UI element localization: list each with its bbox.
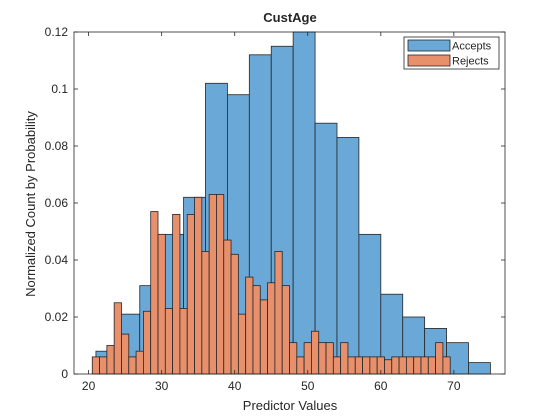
rejects-bar (354, 356, 363, 375)
x-axis-label: Predictor Values (243, 398, 338, 413)
rejects-bar (91, 356, 100, 375)
rejects-bar (281, 285, 290, 375)
tick-labels: 20 30 40 50 60 70 0 0.02 0.04 0.06 0.08 0.1 0.12 (45, 25, 461, 393)
rejects-bar (332, 356, 342, 375)
y-tick-label: 0.08 (45, 139, 69, 153)
legend-swatch-rejects (407, 54, 451, 67)
rejects-bar (435, 342, 444, 375)
rejects-bar (405, 356, 415, 375)
y-tick-label: 0.06 (45, 196, 69, 210)
rejects-bar (186, 213, 195, 375)
y-tick-label: 0.1 (51, 82, 68, 96)
rejects-bar (135, 350, 144, 375)
rejects-bar (216, 194, 225, 375)
rejects-bar (347, 356, 356, 375)
rejects-bar (289, 342, 298, 375)
rejects-bar (179, 308, 188, 375)
rejects-bar (267, 282, 276, 375)
rejects-bar (223, 239, 232, 375)
rejects-bar (194, 196, 203, 375)
rejects-bar (427, 356, 437, 375)
x-tick-label: 20 (82, 379, 96, 393)
rejects-bar (113, 302, 122, 375)
rejects-bar (201, 251, 210, 375)
rejects-bar (340, 342, 349, 375)
rejects-bar (252, 285, 261, 375)
x-tick-label: 50 (301, 379, 315, 393)
rejects-bar (128, 356, 137, 375)
rejects-bar (391, 356, 400, 375)
rejects-bar (303, 342, 312, 375)
accepts-bar (292, 31, 316, 375)
y-axis-label: Normalized Count by Probability (23, 111, 38, 297)
rejects-bar (420, 356, 429, 375)
chart-title: CustAge (263, 10, 316, 25)
y-tick-label: 0.04 (45, 253, 69, 267)
x-tick-label: 60 (374, 379, 388, 393)
legend: Accepts Rejects (403, 36, 500, 70)
rejects-bar (245, 276, 254, 375)
legend-label-rejects: Rejects (452, 56, 489, 68)
rejects-bar (157, 233, 166, 375)
rejects-bar (150, 211, 159, 375)
rejects-bar (369, 356, 378, 375)
rejects-bar (274, 251, 283, 375)
legend-label-accepts: Accepts (452, 41, 492, 53)
accepts-bar (358, 233, 382, 375)
rejects-bar (318, 342, 327, 375)
rejects-bar (442, 356, 451, 375)
rejects-bar (142, 310, 152, 375)
rejects-bar (230, 253, 239, 375)
rejects-bar (398, 356, 407, 375)
accepts-bar (336, 137, 360, 375)
rejects-bar (296, 356, 305, 375)
rejects-bar (208, 194, 217, 375)
x-tick-label: 70 (447, 379, 461, 393)
rejects-bar (325, 342, 334, 375)
rejects-bar (384, 359, 393, 375)
rejects-bar (362, 356, 371, 375)
tick-marks (74, 31, 505, 375)
rejects-bar (106, 345, 115, 375)
legend-swatch-accepts (407, 39, 451, 52)
rejects-bar (237, 313, 247, 375)
y-tick-label: 0.12 (45, 25, 69, 39)
rejects-bar (259, 299, 268, 375)
rejects-bar (172, 213, 181, 375)
rejects-bar (121, 333, 130, 375)
x-tick-label: 40 (228, 379, 242, 393)
rejects-bar (99, 356, 108, 375)
rejects-bar (311, 330, 320, 375)
x-tick-label: 30 (155, 379, 169, 393)
rejects-bar (413, 356, 422, 375)
y-tick-label: 0.02 (45, 310, 69, 324)
rejects-bar (164, 308, 174, 375)
y-tick-label: 0 (61, 367, 68, 381)
accepts-bar (468, 362, 491, 375)
rejects-bars (91, 194, 451, 375)
